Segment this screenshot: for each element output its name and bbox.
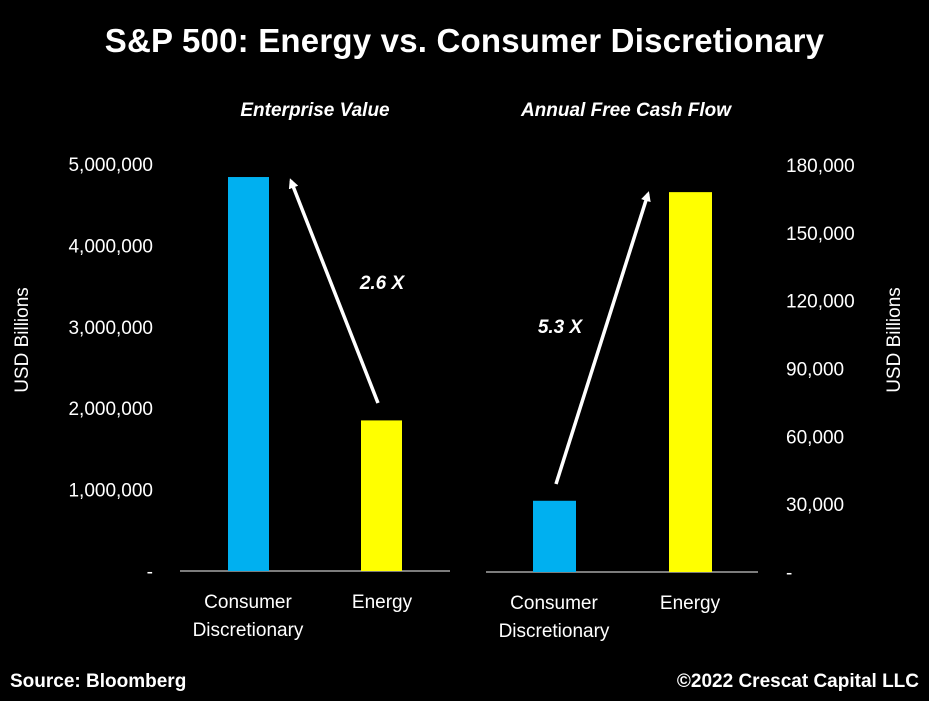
fcf-bar-energy	[669, 192, 712, 572]
ev-comparison-arrow	[288, 178, 380, 404]
fcf-y-tick-label: 60,000	[786, 427, 844, 448]
enterprise-value-chart: Enterprise Value USD Billions - 1,000,000 2,…	[12, 100, 450, 641]
copyright-note: ©2022 Crescat Capital LLC	[676, 671, 919, 692]
ev-y-tick-label: -	[147, 562, 153, 583]
fcf-multiplier-label: 5.3 X	[538, 317, 584, 338]
fcf-y-tick-label: 120,000	[786, 292, 855, 313]
ev-y-tick-label: 4,000,000	[68, 236, 153, 257]
fcf-y-tick-label: 150,000	[786, 224, 855, 245]
fcf-category-label-energy: Energy	[660, 593, 721, 614]
ev-category-label-consumer-discretionary: Consumer Discretionary	[193, 592, 304, 641]
fcf-y-tick-label: 30,000	[786, 495, 844, 516]
ev-y-tick-label: 3,000,000	[68, 318, 153, 339]
ev-y-tick-label: 5,000,000	[68, 155, 153, 176]
source-note: Source: Bloomberg	[10, 671, 187, 692]
fcf-y-tick-label: -	[786, 563, 792, 584]
ev-bar-energy	[361, 420, 402, 571]
ev-y-tick-label: 1,000,000	[68, 481, 153, 502]
ev-bar-consumer-discretionary	[228, 177, 269, 572]
free-cash-flow-chart: Annual Free Cash Flow USD Billions - 30,000…	[486, 100, 905, 642]
fcf-bar-consumer-discretionary	[533, 500, 576, 572]
chart-area: Enterprise Value USD Billions - 1,000,000 2,…	[12, 100, 905, 642]
ev-subtitle: Enterprise Value	[240, 100, 390, 121]
fcf-y-tick-label: 180,000	[786, 156, 855, 177]
fcf-y-tick-label: 90,000	[786, 360, 844, 381]
ev-y-axis-label: USD Billions	[12, 287, 33, 393]
fcf-subtitle: Annual Free Cash Flow	[520, 100, 732, 121]
chart-title: S&P 500: Energy vs. Consumer Discretiona…	[104, 22, 825, 59]
ev-category-label-energy: Energy	[352, 592, 413, 613]
ev-multiplier-label: 2.6 X	[359, 273, 406, 294]
ev-y-tick-label: 2,000,000	[68, 399, 153, 420]
fcf-category-label-consumer-discretionary: Consumer Discretionary	[499, 593, 610, 642]
fcf-y-axis-label: USD Billions	[884, 287, 905, 393]
fcf-comparison-arrow	[554, 191, 651, 485]
